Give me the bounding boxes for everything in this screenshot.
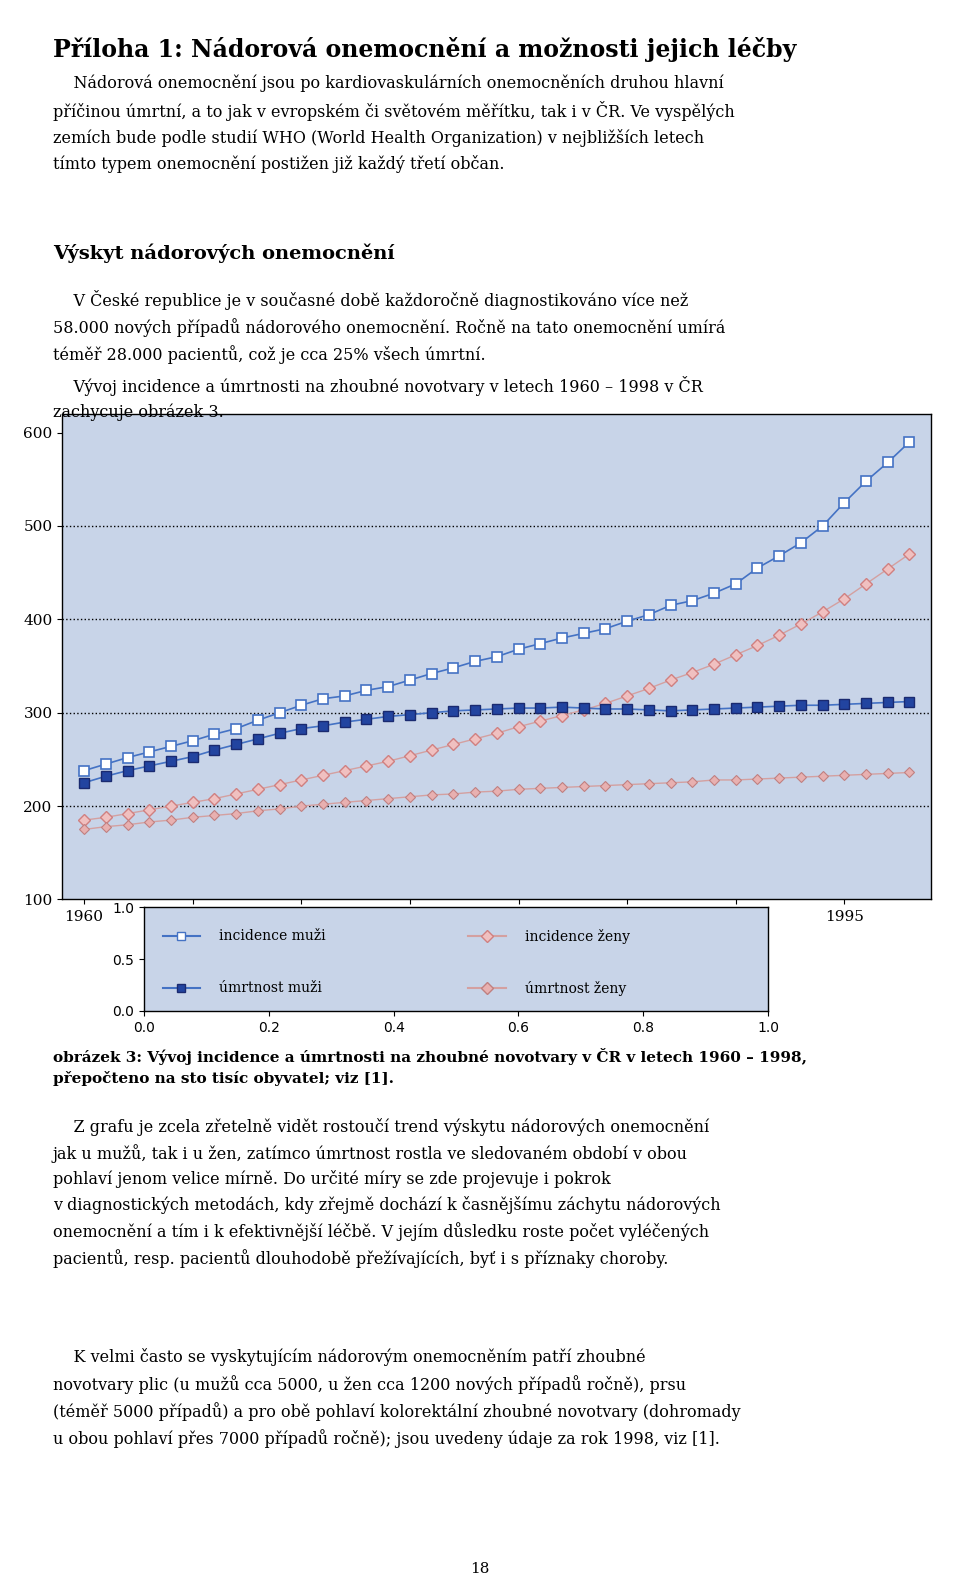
Text: Vývoj incidence a úmrtnosti na zhoubné novotvary v letech 1960 – 1998 v ČR
zachy: Vývoj incidence a úmrtnosti na zhoubné n…	[53, 376, 703, 420]
Text: Z grafu je zcela zřetelně vidět rostoučí trend výskytu nádorových onemocnění
jak: Z grafu je zcela zřetelně vidět rostoučí…	[53, 1118, 720, 1269]
Text: 18: 18	[470, 1562, 490, 1576]
Text: V České republice je v současné době každoročně diagnostikováno více než
58.000 : V České republice je v současné době kaž…	[53, 290, 725, 365]
Text: obrázek 3: Vývoj incidence a úmrtnosti na zhoubné novotvary v ČR v letech 1960 –: obrázek 3: Vývoj incidence a úmrtnosti n…	[53, 1048, 806, 1086]
Text: incidence ženy: incidence ženy	[524, 928, 630, 944]
Text: úmrtnost ženy: úmrtnost ženy	[524, 981, 626, 995]
Text: úmrtnost muži: úmrtnost muži	[219, 981, 322, 995]
Text: K velmi často se vyskytujícím nádorovým onemocněním patří zhoubné
novotvary plic: K velmi často se vyskytujícím nádorovým …	[53, 1348, 740, 1447]
Text: Nádorová onemocnění jsou po kardiovaskulárních onemocněních druhou hlavní
příčin: Nádorová onemocnění jsou po kardiovaskul…	[53, 75, 734, 172]
Text: Příloha 1: Nádorová onemocnění a možnosti jejich léčby: Příloha 1: Nádorová onemocnění a možnost…	[53, 37, 796, 62]
Text: incidence muži: incidence muži	[219, 930, 325, 944]
Text: Výskyt nádorových onemocnění: Výskyt nádorových onemocnění	[53, 244, 395, 263]
